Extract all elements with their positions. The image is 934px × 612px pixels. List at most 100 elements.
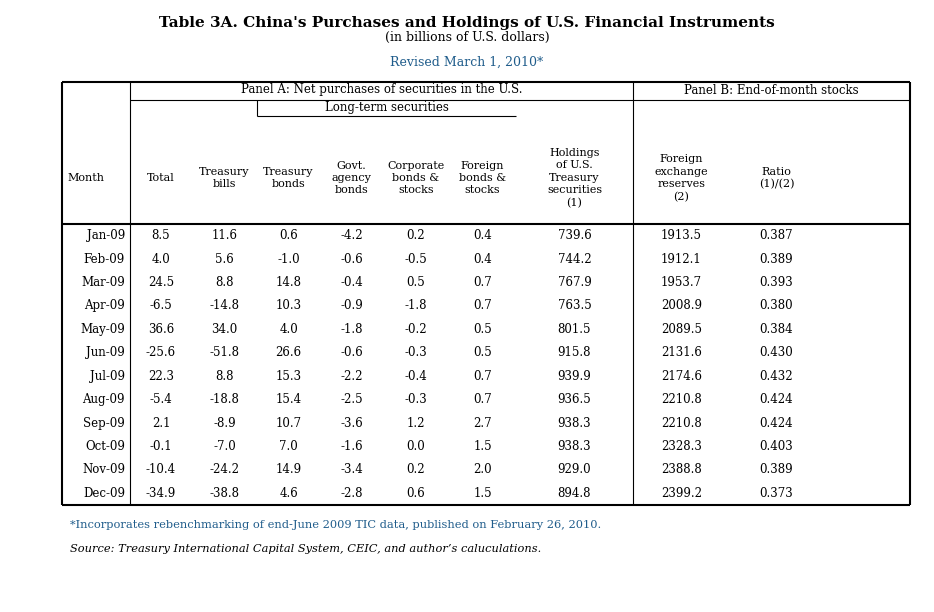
Text: -2.8: -2.8 [340,487,362,500]
Text: 939.9: 939.9 [558,370,591,382]
Text: -1.8: -1.8 [340,323,362,336]
Text: 801.5: 801.5 [558,323,591,336]
Text: Source: Treasury International Capital System, CEIC, and author’s caluculations.: Source: Treasury International Capital S… [70,544,541,554]
Text: 0.432: 0.432 [759,370,793,382]
Text: 5.6: 5.6 [215,253,234,266]
Text: 0.5: 0.5 [406,276,425,289]
Text: 34.0: 34.0 [211,323,237,336]
Text: 0.424: 0.424 [759,393,793,406]
Text: -0.6: -0.6 [340,346,363,359]
Text: 1.5: 1.5 [474,440,492,453]
Text: 2.1: 2.1 [151,417,170,430]
Text: 2.0: 2.0 [474,463,492,476]
Text: -5.4: -5.4 [149,393,173,406]
Text: -14.8: -14.8 [209,299,239,313]
Text: Jun-09: Jun-09 [86,346,125,359]
Text: 0.430: 0.430 [759,346,793,359]
Text: 15.3: 15.3 [276,370,302,382]
Text: 763.5: 763.5 [558,299,591,313]
Text: -0.4: -0.4 [404,370,428,382]
Text: 2089.5: 2089.5 [661,323,702,336]
Text: 938.3: 938.3 [558,440,591,453]
Text: 8.5: 8.5 [151,230,170,242]
Text: 4.0: 4.0 [151,253,170,266]
Text: Apr-09: Apr-09 [84,299,125,313]
Text: Panel A: Net purchases of securities in the U.S.: Panel A: Net purchases of securities in … [241,83,522,97]
Text: Foreign
exchange
reserves
(2): Foreign exchange reserves (2) [655,154,708,202]
Text: Jan-09: Jan-09 [87,230,125,242]
Text: Ratio
(1)/(2): Ratio (1)/(2) [758,166,794,189]
Text: Total: Total [148,173,175,183]
Text: 0.424: 0.424 [759,417,793,430]
Text: 0.7: 0.7 [474,370,492,382]
Text: 14.8: 14.8 [276,276,302,289]
Text: Treasury
bills: Treasury bills [199,167,249,189]
Text: 744.2: 744.2 [558,253,591,266]
Text: -0.5: -0.5 [404,253,428,266]
Text: -8.9: -8.9 [213,417,235,430]
Text: 14.9: 14.9 [276,463,302,476]
Text: -3.6: -3.6 [340,417,363,430]
Text: -34.9: -34.9 [146,487,177,500]
Text: (in billions of U.S. dollars): (in billions of U.S. dollars) [385,31,549,44]
Text: 4.0: 4.0 [279,323,298,336]
Text: 8.8: 8.8 [215,276,234,289]
Text: 24.5: 24.5 [148,276,174,289]
Text: Mar-09: Mar-09 [81,276,125,289]
Text: Feb-09: Feb-09 [84,253,125,266]
Text: Long-term securities: Long-term securities [324,100,448,113]
Text: 915.8: 915.8 [558,346,591,359]
Text: 0.2: 0.2 [406,463,425,476]
Text: -51.8: -51.8 [209,346,239,359]
Text: 26.6: 26.6 [276,346,302,359]
Text: -38.8: -38.8 [209,487,239,500]
Text: 0.387: 0.387 [759,230,793,242]
Text: 938.3: 938.3 [558,417,591,430]
Text: -10.4: -10.4 [146,463,177,476]
Text: 936.5: 936.5 [558,393,591,406]
Text: Nov-09: Nov-09 [82,463,125,476]
Text: Corporate
bonds &
stocks: Corporate bonds & stocks [388,160,445,195]
Text: 0.389: 0.389 [759,463,793,476]
Text: 10.7: 10.7 [276,417,302,430]
Text: May-09: May-09 [80,323,125,336]
Text: -18.8: -18.8 [209,393,239,406]
Text: 0.373: 0.373 [759,487,793,500]
Text: 2.7: 2.7 [474,417,492,430]
Text: 2328.3: 2328.3 [661,440,702,453]
Text: 0.5: 0.5 [474,323,492,336]
Text: Foreign
bonds &
stocks: Foreign bonds & stocks [459,160,506,195]
Text: 2210.8: 2210.8 [661,393,701,406]
Text: 11.6: 11.6 [211,230,237,242]
Text: 1953.7: 1953.7 [661,276,702,289]
Text: -2.5: -2.5 [340,393,362,406]
Text: 0.393: 0.393 [759,276,793,289]
Text: -7.0: -7.0 [213,440,236,453]
Text: 2399.2: 2399.2 [661,487,702,500]
Text: 4.6: 4.6 [279,487,298,500]
Text: 2131.6: 2131.6 [661,346,702,359]
Text: 1.2: 1.2 [406,417,425,430]
Text: 0.4: 0.4 [474,253,492,266]
Text: Holdings
of U.S.
Treasury
securities
(1): Holdings of U.S. Treasury securities (1) [547,148,602,208]
Text: -24.2: -24.2 [209,463,239,476]
Text: -0.4: -0.4 [340,276,363,289]
Text: 0.5: 0.5 [474,346,492,359]
Text: Sep-09: Sep-09 [83,417,125,430]
Text: 2388.8: 2388.8 [661,463,701,476]
Text: 0.6: 0.6 [279,230,298,242]
Text: 1913.5: 1913.5 [661,230,702,242]
Text: 36.6: 36.6 [148,323,174,336]
Text: -1.0: -1.0 [277,253,300,266]
Text: -1.6: -1.6 [340,440,362,453]
Text: 0.0: 0.0 [406,440,425,453]
Text: Month: Month [67,173,104,183]
Text: Aug-09: Aug-09 [82,393,125,406]
Text: 2008.9: 2008.9 [661,299,702,313]
Text: 15.4: 15.4 [276,393,302,406]
Text: Panel B: End-of-month stocks: Panel B: End-of-month stocks [685,83,858,97]
Text: 929.0: 929.0 [558,463,591,476]
Text: 0.389: 0.389 [759,253,793,266]
Text: 0.7: 0.7 [474,393,492,406]
Text: 894.8: 894.8 [558,487,591,500]
